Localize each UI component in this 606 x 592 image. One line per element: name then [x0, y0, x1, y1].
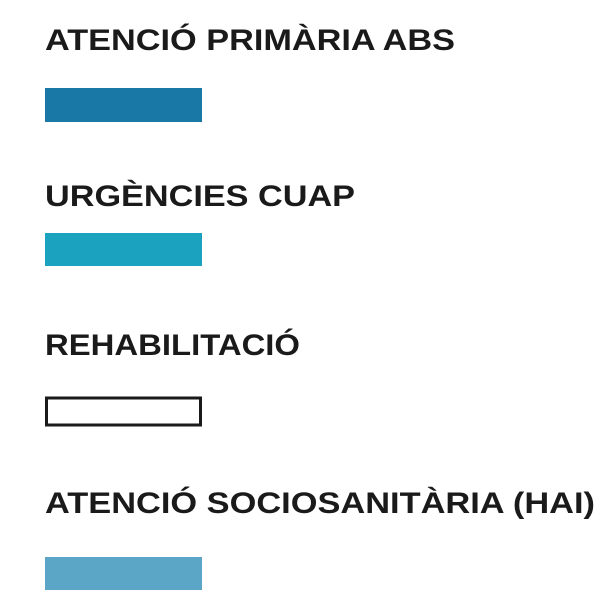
legend-swatch: [45, 396, 202, 427]
legend-swatch: [45, 233, 202, 266]
legend-label: ATENCIÓ PRIMÀRIA ABS: [45, 23, 455, 57]
legend-swatch: [45, 557, 202, 590]
legend-label: URGÈNCIES CUAP: [45, 179, 355, 213]
legend-label: ATENCIÓ SOCIOSANITÀRIA (HAI): [45, 486, 595, 520]
legend-swatch: [45, 88, 202, 122]
legend-label: REHABILITACIÓ: [45, 328, 300, 362]
